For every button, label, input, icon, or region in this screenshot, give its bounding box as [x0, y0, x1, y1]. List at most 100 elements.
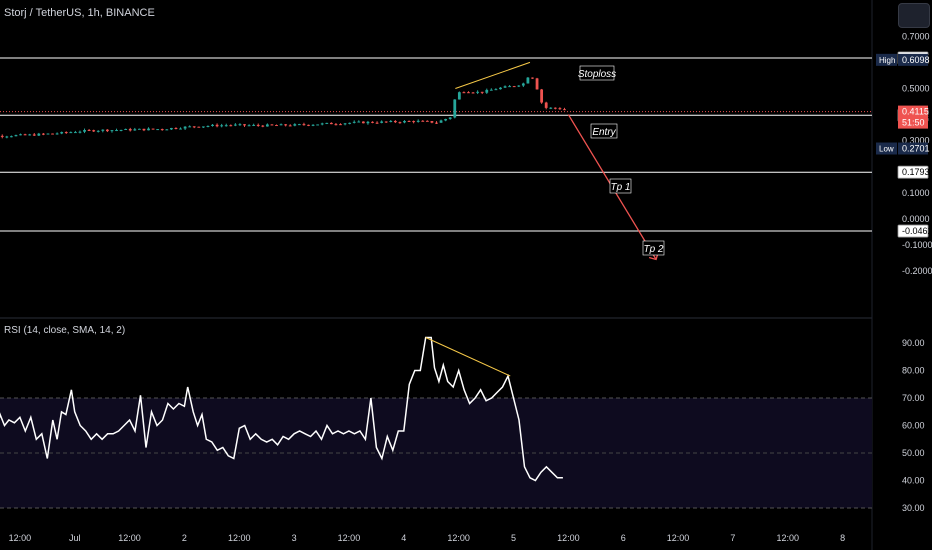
- candle-body: [293, 124, 297, 126]
- candle-body: [329, 122, 333, 125]
- candle-body: [105, 129, 109, 132]
- time-tick-label: 2: [182, 533, 187, 543]
- candle-countdown: 51:50: [902, 118, 925, 128]
- candle-body: [151, 128, 155, 130]
- level-tag-tp-2-text: -0.0462: [902, 226, 932, 236]
- candle-body: [83, 130, 86, 132]
- candle-body: [179, 128, 182, 130]
- price-divergence-line[interactable]: [455, 61, 531, 89]
- candle-body: [430, 121, 434, 123]
- annotation-text: Tp 2: [643, 244, 663, 255]
- candle-body: [92, 130, 96, 132]
- rsi-tick-label: 70.00: [902, 393, 925, 403]
- candle-body: [23, 134, 27, 136]
- candle-body: [444, 118, 448, 121]
- candle-body: [421, 120, 425, 122]
- high-tag-value: 0.6098: [902, 55, 930, 65]
- candle-body: [206, 125, 210, 127]
- annotation-text: Entry: [592, 127, 616, 138]
- time-tick-label: 12:00: [776, 533, 799, 543]
- candle-body: [457, 92, 461, 100]
- candle-body: [284, 124, 288, 126]
- candle-body: [288, 125, 292, 127]
- price-tick-label: 0.1000: [902, 188, 930, 198]
- candle-body: [357, 121, 361, 123]
- time-tick-label: 4: [401, 533, 406, 543]
- candle-body: [334, 124, 338, 126]
- rsi-divergence-line[interactable]: [425, 337, 511, 377]
- annotation-entry[interactable]: Entry: [590, 123, 618, 139]
- annotation-stoploss[interactable]: Stoploss: [578, 65, 616, 81]
- low-tag-value: 0.2701: [902, 144, 930, 154]
- time-tick-label: 7: [730, 533, 735, 543]
- candle-body: [252, 124, 256, 126]
- time-tick-label: 8: [840, 533, 845, 543]
- candle-body: [19, 134, 22, 136]
- candle-body: [549, 107, 553, 109]
- annotation-text: Tp 1: [610, 182, 630, 193]
- candle-body: [119, 129, 123, 131]
- candle-body: [87, 130, 91, 132]
- candle-body: [165, 129, 169, 131]
- candle-body: [133, 129, 137, 131]
- candle-body: [183, 126, 187, 129]
- candle-body: [275, 125, 278, 127]
- candle-body: [265, 124, 269, 127]
- symbol-title[interactable]: Storj / TetherUS, 1h, BINANCE: [4, 7, 155, 19]
- rsi-tick-label: 40.00: [902, 476, 925, 486]
- candle-body: [311, 124, 315, 126]
- price-tick-label: 0.7000: [902, 31, 930, 41]
- candle-body: [439, 120, 443, 123]
- price-tick-label: 0.0000: [902, 214, 930, 224]
- candle-body: [211, 124, 214, 126]
- candle-body: [375, 122, 379, 124]
- candle-body: [462, 92, 466, 94]
- rsi-tick-label: 30.00: [902, 503, 925, 513]
- candle-body: [279, 124, 283, 126]
- annotation-tp-1[interactable]: Tp 1: [609, 178, 632, 194]
- price-tick-label: -0.1000: [902, 240, 932, 250]
- low-tag-label: Low: [879, 145, 894, 154]
- candle-body: [238, 124, 242, 126]
- candle-body: [361, 121, 365, 124]
- candle-body: [339, 124, 342, 126]
- candle-body: [156, 129, 160, 131]
- rsi-indicator-title[interactable]: RSI (14, close, SMA, 14, 2): [4, 325, 126, 336]
- candle-body: [435, 122, 438, 124]
- current-price-value: 0.4115: [902, 107, 929, 117]
- candle-body: [0, 135, 4, 137]
- rsi-tick-label: 90.00: [902, 338, 925, 348]
- candle-body: [393, 120, 397, 123]
- candle-body: [467, 92, 470, 94]
- candle-body: [499, 87, 502, 90]
- annotation-text: Stoploss: [578, 69, 616, 80]
- candle-body: [220, 125, 224, 127]
- candle-body: [41, 133, 45, 135]
- time-tick-label: 12:00: [228, 533, 251, 543]
- candle-body: [371, 121, 374, 123]
- top-right-button[interactable]: [898, 3, 930, 28]
- annotation-tp-2[interactable]: Tp 2: [642, 240, 665, 256]
- candle-body: [128, 128, 132, 131]
- low-tag: Low 0.2701: [876, 142, 930, 155]
- time-tick-label: 6: [621, 533, 626, 543]
- candle-body: [503, 86, 507, 88]
- candle-body: [10, 136, 13, 138]
- candle-body: [384, 121, 388, 123]
- candle-body: [485, 89, 489, 93]
- candle-body: [398, 122, 402, 124]
- level-tag-tp-1: 0.1793: [897, 165, 930, 179]
- time-tick-label: 12:00: [557, 533, 580, 543]
- candle-body: [233, 124, 237, 126]
- candle-body: [508, 86, 512, 88]
- candle-body: [110, 130, 114, 132]
- high-tag: High 0.6098: [876, 53, 930, 66]
- candle-body: [540, 89, 544, 103]
- candle-body: [535, 78, 539, 90]
- candle-body: [403, 120, 406, 123]
- rsi-line[interactable]: [0, 336, 563, 482]
- candle-body: [197, 126, 201, 128]
- candle-body: [553, 107, 557, 109]
